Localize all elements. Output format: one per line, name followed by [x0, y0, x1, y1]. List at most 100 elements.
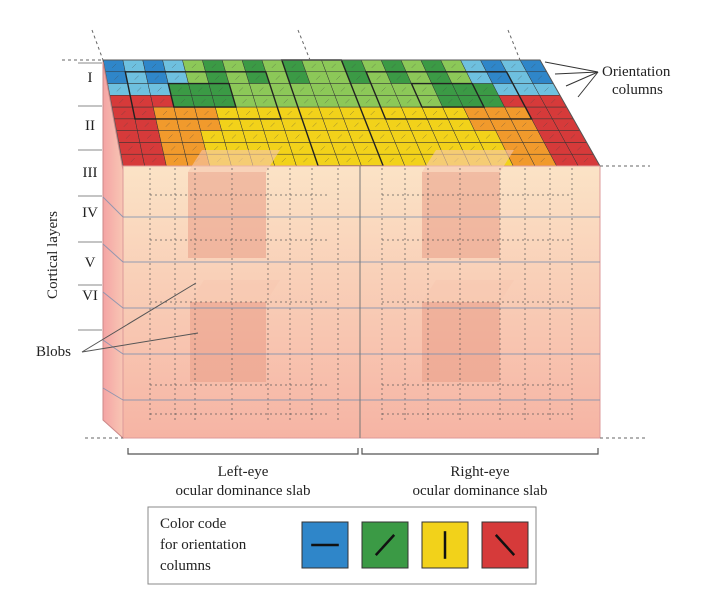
orientation-outline — [124, 71, 283, 120]
orientation-tick — [356, 75, 361, 80]
layer-label-iv: IV — [82, 205, 98, 221]
orientation-tick — [304, 99, 309, 104]
oblique-left-bar-icon — [494, 534, 516, 556]
orientation-tick — [380, 134, 385, 139]
orientation-tick — [483, 87, 488, 92]
orientation-tick — [401, 134, 406, 139]
orientation-tick — [221, 99, 227, 104]
orientation-tick — [515, 110, 521, 116]
color-code-legend: Color code for orientation columns — [147, 506, 537, 585]
legend-line1: Color code — [160, 516, 227, 532]
orientation-tick — [531, 63, 536, 69]
orientation-tick — [443, 134, 448, 139]
orientation-tick — [438, 122, 443, 127]
orientation-tick — [386, 99, 391, 104]
orientation-tick — [462, 87, 468, 92]
orientation-tick — [154, 75, 159, 80]
orientation-tick — [523, 87, 529, 92]
orientation-tick — [152, 157, 157, 163]
orientation-tick — [168, 134, 173, 139]
orientation-tick — [149, 146, 154, 151]
orientation-tick — [346, 157, 351, 163]
orientation-tick — [536, 110, 542, 116]
orientation-tick — [189, 134, 194, 139]
orientation-tick — [211, 63, 217, 69]
layer-label-iii: III — [83, 165, 98, 181]
blobs-callout: Blobs — [36, 282, 199, 360]
orientation-tick — [431, 63, 436, 69]
orientation-tick — [513, 146, 518, 151]
orientation-tick — [231, 63, 237, 69]
orientation-tick — [389, 157, 394, 163]
blob — [188, 172, 266, 258]
cortical-layers-label: Cortical layers — [45, 211, 61, 299]
orientation-tick — [142, 110, 147, 116]
orientation-tick — [381, 87, 386, 92]
orientation-tick — [337, 134, 343, 139]
orientation-tick — [485, 134, 491, 139]
orientation-tick — [557, 110, 562, 116]
orientation-tick — [287, 110, 292, 116]
orientation-tick — [375, 122, 380, 127]
orientation-tick — [351, 63, 356, 69]
orientation-tick — [255, 75, 260, 80]
orientation-tick — [139, 99, 144, 104]
orientation-tick — [316, 134, 321, 139]
orientation-tick — [342, 146, 347, 151]
blob-top — [188, 150, 280, 172]
orientation-tick — [231, 134, 237, 139]
orientation-tick — [275, 75, 280, 80]
orientation-tick — [501, 122, 506, 127]
layer-boundary-line — [102, 196, 124, 218]
orientation-tick — [121, 110, 126, 116]
orientation-tick — [218, 87, 223, 92]
left-slab-label-line1: Left-eye — [218, 464, 269, 480]
orientation-tick — [436, 75, 442, 80]
orientation-tick — [570, 134, 575, 139]
orientation-tick — [266, 110, 272, 116]
orientation-tick — [358, 134, 364, 139]
orientation-tick — [417, 122, 422, 127]
orientation-tick — [376, 75, 381, 80]
extension-lines — [62, 29, 650, 439]
legend-swatch — [481, 521, 529, 569]
orientation-tick — [333, 122, 338, 127]
orientation-tick — [503, 87, 508, 92]
orientation-tick — [406, 146, 411, 151]
orientation-outline — [167, 82, 237, 108]
orientation-tick — [459, 122, 464, 127]
left-slab-label-line2: ocular dominance slab — [176, 483, 311, 499]
orientation-tick — [312, 122, 317, 127]
orientation-tick — [283, 99, 288, 104]
orientation-tick — [416, 75, 422, 80]
orientation-tick — [249, 122, 254, 127]
orientation-tick — [147, 134, 152, 139]
orientation-tick — [299, 146, 304, 151]
orientation-tick — [151, 63, 157, 69]
orientation-tick — [411, 63, 416, 69]
orientation-tick — [213, 146, 219, 151]
orientation-tick — [396, 75, 401, 80]
orientation-tick — [457, 75, 462, 80]
blob-top — [190, 280, 280, 302]
blob-top — [422, 150, 514, 172]
orientation-tick — [427, 99, 432, 104]
right-slab-brace — [361, 448, 599, 455]
orientation-tick — [131, 63, 137, 69]
orientation-tick — [549, 134, 554, 139]
orientation-tick — [543, 122, 548, 127]
orientation-tick — [340, 87, 346, 92]
layer-boundary-line — [102, 243, 124, 263]
orientation-tick — [371, 63, 376, 69]
orientation-tick — [270, 122, 275, 127]
orientation-tick — [354, 122, 359, 127]
orientation-callout: Orientation columns — [544, 61, 671, 98]
orientation-surface — [102, 59, 601, 167]
orientation-tick — [477, 75, 482, 80]
orientation-tick — [320, 146, 325, 151]
orientation-tick — [295, 75, 301, 80]
orientation-tick — [256, 146, 261, 151]
orientation-tick — [361, 87, 366, 92]
